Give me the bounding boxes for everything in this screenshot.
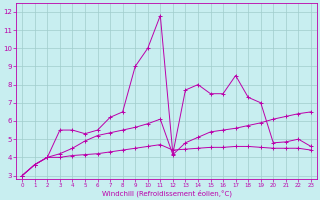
X-axis label: Windchill (Refroidissement éolien,°C): Windchill (Refroidissement éolien,°C) [101, 190, 232, 197]
